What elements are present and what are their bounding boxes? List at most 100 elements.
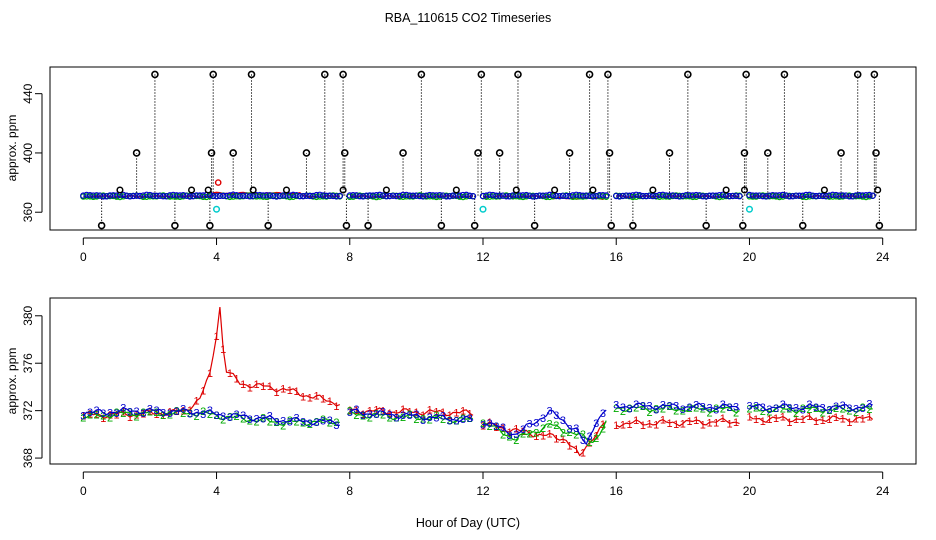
blue-series-point: 3: [640, 401, 646, 413]
green-series-point: 2: [400, 412, 406, 424]
blue-series-point: 3: [120, 403, 126, 415]
top-blue-point: [140, 192, 147, 199]
green-series-point: 2: [194, 411, 200, 423]
top-x-tick-label: 20: [743, 250, 757, 264]
blue-series-point: 3: [300, 417, 306, 429]
blue-series-point: 3: [686, 402, 692, 414]
top-blue-point: [329, 192, 337, 200]
top-blue-point: [809, 192, 816, 199]
blue-series-point: 3: [233, 409, 239, 421]
top-blue-point: [273, 193, 280, 200]
top-blue-point: [563, 192, 570, 200]
top-blue-point: [659, 191, 667, 199]
top-blue-point: [849, 193, 856, 200]
top-plot-frame: [49, 66, 917, 231]
green-series-point: 2: [553, 420, 559, 432]
top-blue-point: [369, 192, 377, 199]
top-blue-point: [446, 193, 453, 200]
green-series-point: 2: [100, 411, 106, 423]
top-blue-point: [619, 192, 627, 200]
green-series-point: 2: [353, 410, 359, 422]
top-blue-point: [706, 192, 713, 199]
top-axes: 0 4 8 12 16 20 24 360 400 440: [21, 83, 890, 264]
green-series-point: 2: [746, 404, 752, 416]
red-series-point: 1: [780, 412, 786, 424]
top-blue-point: [359, 193, 367, 200]
top-blue-point: [213, 193, 220, 200]
red-series-point: 1: [180, 405, 186, 417]
spike-point: [207, 149, 216, 157]
spike-point: [151, 70, 159, 79]
top-blue-point: [603, 192, 610, 199]
spike-point: [607, 221, 616, 230]
red-series-point: 1: [533, 431, 539, 443]
spike-point: [340, 149, 349, 157]
red-series-point: 1: [706, 417, 712, 429]
bottom-y-tick-label: 376: [21, 353, 35, 373]
red-series-point: 1: [513, 424, 519, 436]
top-blue-point: [672, 192, 680, 200]
top-blue-point: [323, 192, 330, 200]
top-blue-point: [519, 192, 527, 199]
green-series-point: 2: [80, 413, 86, 425]
blue-series-point: 3: [713, 405, 719, 417]
green-series-point: 2: [180, 408, 186, 420]
blue-series-point: 3: [720, 399, 726, 411]
top-green-point: [230, 193, 237, 200]
spike-point: [342, 221, 351, 230]
green-series-point: 2: [247, 416, 253, 428]
spike-point: [320, 70, 329, 79]
top-blue-point: [466, 192, 473, 199]
top-blue-point: [533, 192, 540, 200]
top-blue-point: [782, 192, 790, 199]
top-blue-point: [166, 192, 174, 199]
green-series-line: [482, 420, 607, 444]
top-blue-point: [106, 192, 114, 199]
red-series-point: 1: [646, 419, 652, 431]
spike-point: [437, 221, 446, 230]
green-series-point: 2: [253, 417, 259, 429]
top-blue-point: [566, 192, 573, 200]
green-series-point: 2: [187, 408, 193, 420]
spike-point: [477, 70, 486, 79]
top-blue-point: [732, 192, 740, 200]
red-series-point: 1: [660, 415, 666, 427]
bump-point: [589, 186, 597, 194]
spike-point: [417, 70, 426, 79]
top-blue-point: [579, 192, 587, 199]
blue-series-point: 3: [260, 414, 266, 426]
top-blue-point: [336, 192, 343, 200]
blue-series-point: 3: [174, 406, 180, 418]
blue-series-point: 3: [627, 403, 633, 415]
red-series-point: 1: [313, 391, 319, 403]
green-series-point: 2: [487, 421, 493, 433]
red-series-point: 1: [793, 414, 799, 426]
blue-series-line: [615, 402, 740, 411]
red-series-point: 1: [773, 413, 779, 425]
red-series-point: 1: [866, 412, 872, 424]
top-blue-point: [836, 192, 843, 199]
top-blue-point: [170, 191, 177, 199]
blue-series-point: 3: [313, 417, 319, 429]
blue-series-point: 3: [273, 417, 279, 429]
spike-point: [302, 149, 311, 157]
blue-series-point: 3: [293, 413, 299, 425]
green-series-point: 2: [673, 406, 679, 418]
red-series-point: 1: [267, 381, 273, 393]
top-blue-point: [486, 191, 493, 199]
blue-series-point: 3: [680, 404, 686, 416]
blue-series-line: [82, 407, 340, 426]
top-blue-point: [716, 191, 723, 199]
spike-point: [605, 149, 614, 157]
red-series-point: 1: [300, 392, 306, 404]
blue-series-point: 3: [527, 418, 533, 430]
top-blue-point: [769, 191, 776, 199]
top-blue-point: [676, 193, 683, 200]
top-blue-point: [719, 191, 727, 198]
blue-series-point: 3: [493, 421, 499, 433]
top-blue-point: [489, 191, 497, 199]
green-series-point: 2: [760, 406, 766, 418]
blue-series-point: 3: [513, 429, 519, 441]
